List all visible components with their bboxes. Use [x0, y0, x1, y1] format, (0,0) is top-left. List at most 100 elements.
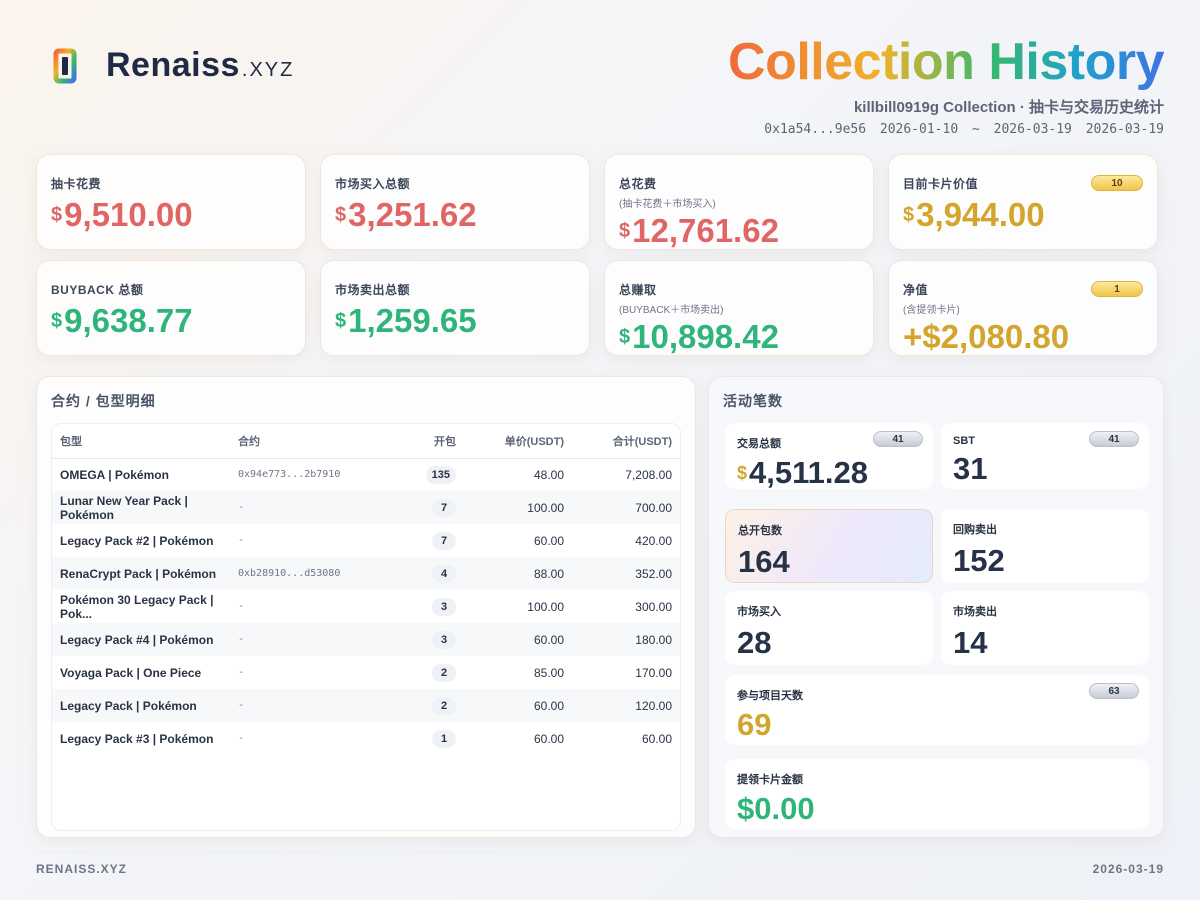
unit-price: 60.00 [464, 689, 572, 722]
stat-sublabel: (含提领卡片) [903, 305, 960, 316]
stat-badge: 10 [1091, 175, 1143, 191]
unit-price: 60.00 [533, 533, 564, 548]
table-row[interactable]: Legacy Pack #3 | Pokémon - 1 60.00 60.00 [52, 722, 680, 755]
stat-sublabel: (抽卡花费＋市场买入) [619, 199, 716, 210]
stat-value: $9,510.00 [51, 196, 193, 233]
unit-price: 100.00 [527, 599, 564, 614]
stat-label: 市场卖出总额 [335, 283, 411, 297]
buyback-sold-card: 回购卖出 152 [941, 509, 1149, 583]
market-sell-label: 市场卖出 [953, 606, 997, 618]
row-total: 420.00 [635, 533, 672, 548]
withdraw-value: $0.00 [737, 791, 815, 826]
contract-address: - [238, 667, 245, 678]
opened-count: 2 [432, 663, 456, 682]
stat-card: 目前卡片价值 10 $3,944.00 [888, 154, 1158, 250]
opened-count-cell: 7 [398, 524, 464, 557]
opened-count-cell: 3 [398, 623, 464, 656]
contract-address: - [238, 689, 398, 722]
stat-card: BUYBACK 总额 $9,638.77 [36, 260, 306, 356]
market-sell-card: 市场卖出 14 [941, 591, 1149, 665]
table-row[interactable]: Lunar New Year Pack | Pokémon - 7 100.00 700… [52, 491, 680, 524]
page-subtitle: killbill0919g Collection · 抽卡与交易历史统计 [853, 99, 1164, 116]
stat-label: 市场买入总额 [335, 177, 411, 191]
days-label: 参与项目天数 [737, 690, 803, 702]
pack-name: Voyaga Pack | One Piece [60, 665, 202, 680]
contract-address: - [238, 601, 245, 612]
stat-value: $3,251.62 [335, 196, 477, 233]
unit-price: 60.00 [533, 731, 564, 746]
opened-count: 7 [432, 531, 456, 550]
table-row[interactable]: Legacy Pack #2 | Pokémon - 7 60.00 420.00 [52, 524, 680, 557]
opened-count: 7 [432, 498, 456, 517]
date-range: 2026-01-10 ~ 2026-03-19 [879, 122, 1072, 137]
footer-date: 2026-03-19 [1092, 862, 1164, 876]
packs-opened-value: 164 [738, 544, 790, 579]
table-row[interactable]: Legacy Pack #4 | Pokémon - 3 60.00 180.00 [52, 623, 680, 656]
header: Renaiss .XYZ Collection History killbill0… [0, 0, 1200, 150]
trade-total-label: 交易总额 [737, 438, 781, 450]
renaiss-logo-icon [53, 48, 77, 83]
unit-price: 60.00 [464, 623, 572, 656]
stat-value: $1,259.65 [335, 302, 477, 339]
table-row[interactable]: Legacy Pack | Pokémon - 2 60.00 120.00 [52, 689, 680, 722]
opened-count-cell: 2 [398, 656, 464, 689]
table-row[interactable]: RenaCrypt Pack | Pokémon 0xb28910...d5308… [52, 557, 680, 590]
table-row[interactable]: Voyaga Pack | One Piece - 2 85.00 170.00 [52, 656, 680, 689]
pack-name: Pokémon 30 Legacy Pack | Pok... [60, 592, 214, 621]
opened-count-cell: 1 [398, 722, 464, 755]
unit-price: 100.00 [464, 491, 572, 524]
days-badge: 63 [1089, 683, 1139, 699]
col-contract[interactable]: 合约 [238, 424, 398, 459]
table-row[interactable]: OMEGA | Pokémon 0x94e773...2b7910 135 48.00… [52, 458, 680, 491]
contract-address: - [238, 535, 245, 546]
pack-name: RenaCrypt Pack | Pokémon [52, 557, 238, 590]
market-buy-value: 28 [737, 625, 772, 660]
contract-address: - [238, 491, 398, 524]
meta-line: 0x1a54...9e56 2026-01-10 ~ 2026-03-19 20… [764, 122, 1164, 137]
unit-price: 48.00 [533, 467, 564, 482]
market-buy-card: 市场买入 28 [725, 591, 933, 665]
stat-label: BUYBACK 总额 [51, 283, 144, 297]
contract-address[interactable]: 0xb28910...d53080 [238, 557, 398, 590]
opened-count: 4 [432, 564, 456, 583]
days-card: 参与项目天数 63 69 [725, 675, 1149, 745]
unit-price: 85.00 [533, 665, 564, 680]
trade-total-value: $4,511.28 [737, 455, 868, 490]
pack-name: Legacy Pack #3 | Pokémon [60, 731, 214, 746]
footer-divider [36, 852, 1164, 853]
stat-value: +$2,080.80 [903, 318, 1070, 355]
table-row[interactable]: Pokémon 30 Legacy Pack | Pok... - 3 100.00 3… [52, 590, 680, 623]
footer-brand[interactable]: RENAISS.XYZ [36, 862, 128, 876]
contract-address: - [238, 623, 398, 656]
row-total: 700.00 [572, 491, 680, 524]
stat-label: 抽卡花费 [51, 177, 102, 191]
row-total: 7,208.00 [625, 467, 672, 482]
brand-logo[interactable]: Renaiss .XYZ [52, 46, 294, 85]
activity-panel: 活动笔数 交易总额 41 $4,511.28 SBT 41 31 总开包数 16… [708, 376, 1164, 838]
col-pack[interactable]: 包型 [52, 424, 238, 459]
buyback-sold-value: 152 [953, 543, 1005, 578]
stat-badge: 1 [1091, 281, 1143, 297]
contract-address[interactable]: 0x94e773...2b7910 [238, 469, 341, 481]
wallet-address[interactable]: 0x1a54...9e56 [764, 122, 867, 137]
pack-name: OMEGA | Pokémon [60, 467, 169, 482]
col-opened[interactable]: 开包 [398, 424, 464, 459]
market-buy-label: 市场买入 [737, 606, 781, 618]
pack-name: Legacy Pack #4 | Pokémon [52, 623, 238, 656]
trade-total-badge: 41 [873, 431, 923, 447]
opened-count: 1 [432, 729, 456, 748]
contracts-title: 合约 / 包型明细 [51, 393, 156, 409]
contracts-table-wrap: 包型 合约 开包 单价(USDT) 合计(USDT) OMEGA | Pokém… [51, 423, 681, 831]
stat-sublabel: (BUYBACK＋市场卖出) [619, 305, 724, 316]
packs-opened-card: 总开包数 164 [725, 509, 933, 583]
opened-count-cell: 3 [398, 590, 464, 623]
opened-count: 2 [432, 696, 456, 715]
stat-card: 总花费 (抽卡花费＋市场买入) $12,761.62 [604, 154, 874, 250]
opened-count-cell: 4 [398, 557, 464, 590]
contracts-table-body: OMEGA | Pokémon 0x94e773...2b7910 135 48.00… [52, 458, 680, 755]
page-title: Collection History [728, 33, 1164, 91]
sbt-value: 31 [953, 451, 988, 486]
col-total[interactable]: 合计(USDT) [572, 424, 680, 459]
col-unit-price[interactable]: 单价(USDT) [464, 424, 572, 459]
stat-card: 总赚取 (BUYBACK＋市场卖出) $10,898.42 [604, 260, 874, 356]
